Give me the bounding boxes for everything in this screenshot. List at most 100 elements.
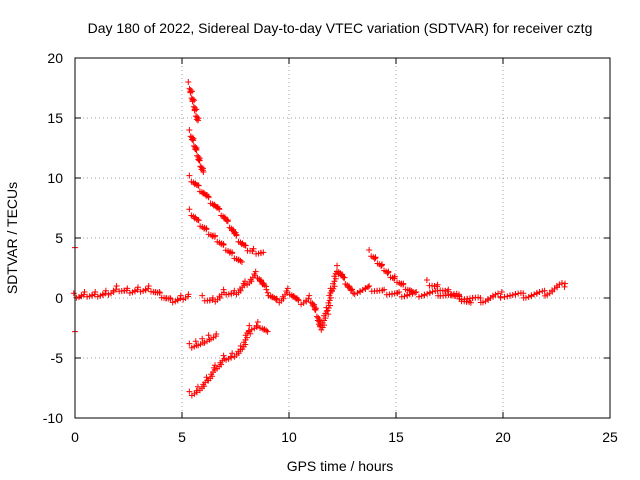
- data-point: [195, 117, 202, 124]
- data-point: [233, 232, 240, 239]
- data-point: [264, 328, 271, 335]
- data-point: [533, 289, 540, 296]
- data-point: [520, 290, 527, 297]
- data-point: [396, 289, 403, 295]
- data-point: [284, 285, 291, 292]
- data-point: [137, 288, 144, 295]
- data-point: [84, 293, 91, 300]
- data-point: [495, 290, 502, 297]
- data-point: [467, 299, 474, 306]
- data-point: [209, 295, 216, 301]
- x-tick-label: 10: [281, 429, 297, 445]
- data-point: [99, 291, 106, 298]
- data-point: [406, 291, 413, 298]
- data-point: [80, 291, 87, 298]
- axis-ticks: 0 5 10 15 20 25 -10 -5 0 5 10 15 20: [43, 50, 618, 445]
- data-point: [326, 297, 333, 304]
- data-point: [250, 245, 257, 252]
- data-point: [192, 146, 199, 153]
- data-point: [238, 259, 245, 265]
- data-point: [142, 286, 149, 293]
- data-point: [326, 292, 333, 299]
- data-point: [260, 249, 267, 256]
- y-tick-label: -5: [51, 350, 64, 366]
- data-point: [263, 327, 270, 334]
- data-point: [195, 157, 202, 163]
- data-point: [177, 295, 184, 302]
- data-point: [189, 136, 196, 143]
- data-point: [409, 290, 416, 297]
- data-point: [190, 137, 197, 144]
- data-point: [194, 217, 201, 223]
- data-point: [131, 287, 138, 294]
- data-point: [186, 206, 193, 213]
- data-point: [412, 289, 419, 296]
- data-point: [145, 283, 152, 289]
- data-point: [378, 261, 385, 268]
- data-point: [169, 299, 176, 306]
- data-point: [381, 286, 388, 293]
- data-point: [316, 323, 323, 330]
- data-point: [210, 364, 217, 371]
- data-point: [229, 350, 236, 357]
- data-point: [479, 299, 486, 306]
- data-point: [192, 338, 199, 345]
- data-point: [191, 106, 198, 113]
- data-point: [213, 331, 220, 337]
- data-point: [174, 296, 181, 303]
- y-axis-label: SDTVAR / TECUs: [4, 182, 20, 294]
- data-point: [102, 290, 109, 297]
- data-point: [156, 289, 163, 295]
- data-point: [194, 383, 201, 390]
- data-point: [484, 296, 491, 302]
- data-point: [325, 299, 332, 306]
- data-point: [274, 296, 281, 303]
- data-point: [193, 116, 200, 123]
- data-point: [78, 292, 85, 299]
- data-point: [203, 374, 210, 381]
- data-point: [110, 287, 117, 294]
- data-point: [398, 293, 405, 300]
- data-point: [283, 287, 290, 294]
- x-tick-label: 20: [495, 429, 511, 445]
- data-point: [544, 291, 551, 298]
- data-point: [362, 285, 369, 291]
- data-point: [489, 292, 496, 299]
- data-point: [189, 97, 196, 103]
- data-point: [351, 291, 358, 297]
- data-point: [205, 332, 212, 339]
- data-point: [558, 279, 565, 286]
- data-point: [426, 289, 433, 296]
- data-point: [177, 292, 184, 299]
- data-point: [349, 286, 355, 293]
- data-point: [185, 79, 192, 85]
- x-tick-label: 0: [71, 429, 79, 445]
- data-point: [254, 319, 261, 325]
- data-point: [212, 362, 219, 369]
- data-point: [314, 317, 321, 324]
- data-point: [252, 268, 259, 275]
- data-point: [434, 281, 441, 288]
- data-point: [421, 291, 428, 298]
- data-point: [203, 225, 210, 232]
- data-point: [522, 294, 529, 301]
- data-point: [212, 232, 219, 239]
- data-point: [246, 322, 253, 329]
- data-point: [224, 218, 231, 225]
- data-point: [325, 304, 332, 311]
- data-point: [223, 356, 230, 363]
- data-point: [195, 156, 202, 163]
- data-point: [253, 322, 260, 329]
- data-point: [365, 284, 372, 290]
- data-point: [561, 283, 568, 290]
- data-point: [311, 306, 318, 313]
- y-tick-label: 0: [55, 290, 63, 306]
- x-tick-label: 15: [388, 429, 404, 445]
- data-point: [92, 289, 99, 295]
- data-point: [429, 288, 436, 295]
- data-point: [200, 169, 207, 175]
- data-point: [456, 292, 462, 299]
- data-point: [313, 313, 320, 320]
- data-point: [135, 284, 141, 291]
